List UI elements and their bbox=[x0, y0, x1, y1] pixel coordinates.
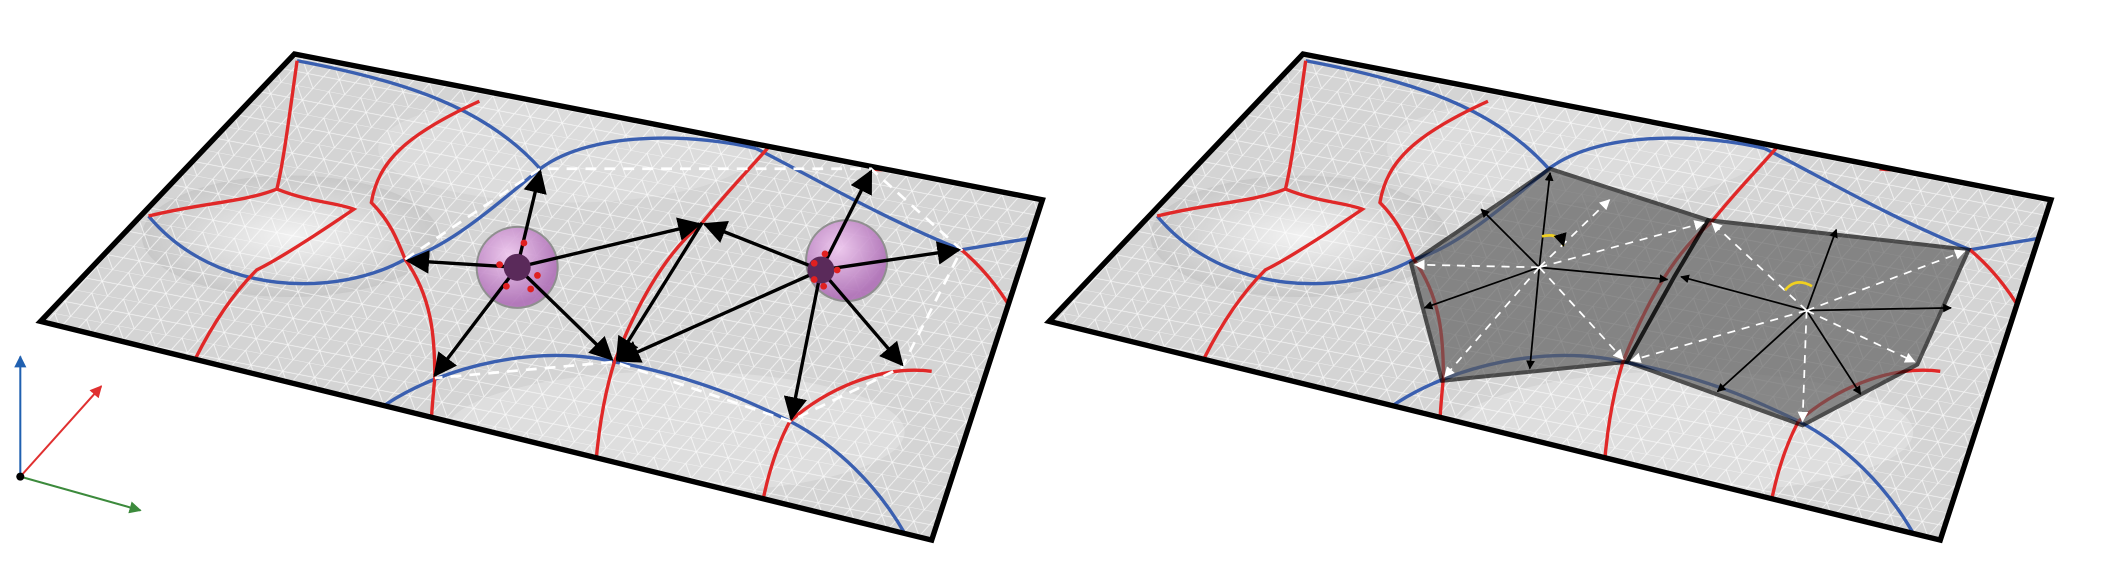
right-overlay bbox=[1408, 166, 1972, 428]
coordinate-axes bbox=[14, 355, 142, 514]
left-overlay bbox=[404, 167, 964, 423]
